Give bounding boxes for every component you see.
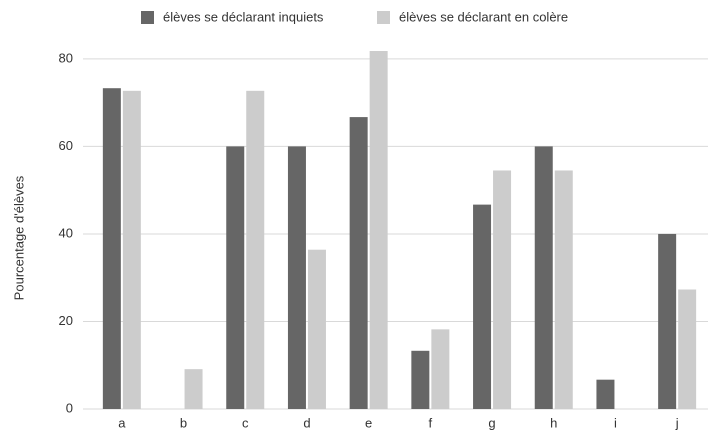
x-tick-label: a [118,415,126,430]
y-axis-label: Pourcentage d'élèves [11,175,26,300]
bar [596,379,615,409]
bar [473,204,492,409]
y-tick-label: 60 [59,138,73,153]
bar [102,88,121,409]
x-tick-label: i [614,415,617,430]
legend-label: élèves se déclarant inquiets [163,9,324,24]
bar [307,249,326,409]
x-tick-label: j [675,415,679,430]
bar [246,90,265,409]
legend-swatch [377,11,390,24]
y-tick-label: 80 [59,50,73,65]
bar [369,51,388,410]
bar [658,233,677,409]
bar [226,146,245,410]
x-tick-label: e [365,415,372,430]
legend-swatch [141,11,154,24]
x-tick-label: g [488,415,495,430]
bar [122,90,141,409]
bar [349,117,368,409]
bar [534,146,553,410]
x-tick-label: b [180,415,187,430]
bar [287,146,306,410]
x-tick-label: f [429,415,433,430]
bar [184,369,203,409]
bar [493,170,512,409]
x-tick-label: c [242,415,249,430]
y-tick-label: 40 [59,225,73,240]
x-tick-label: h [550,415,557,430]
bar [678,289,697,409]
y-tick-label: 0 [66,400,73,415]
legend-label: élèves se déclarant en colère [399,9,568,24]
bar [431,329,450,409]
bar [554,170,573,409]
y-tick-label: 20 [59,313,73,328]
bar [411,350,430,409]
x-tick-label: d [303,415,310,430]
